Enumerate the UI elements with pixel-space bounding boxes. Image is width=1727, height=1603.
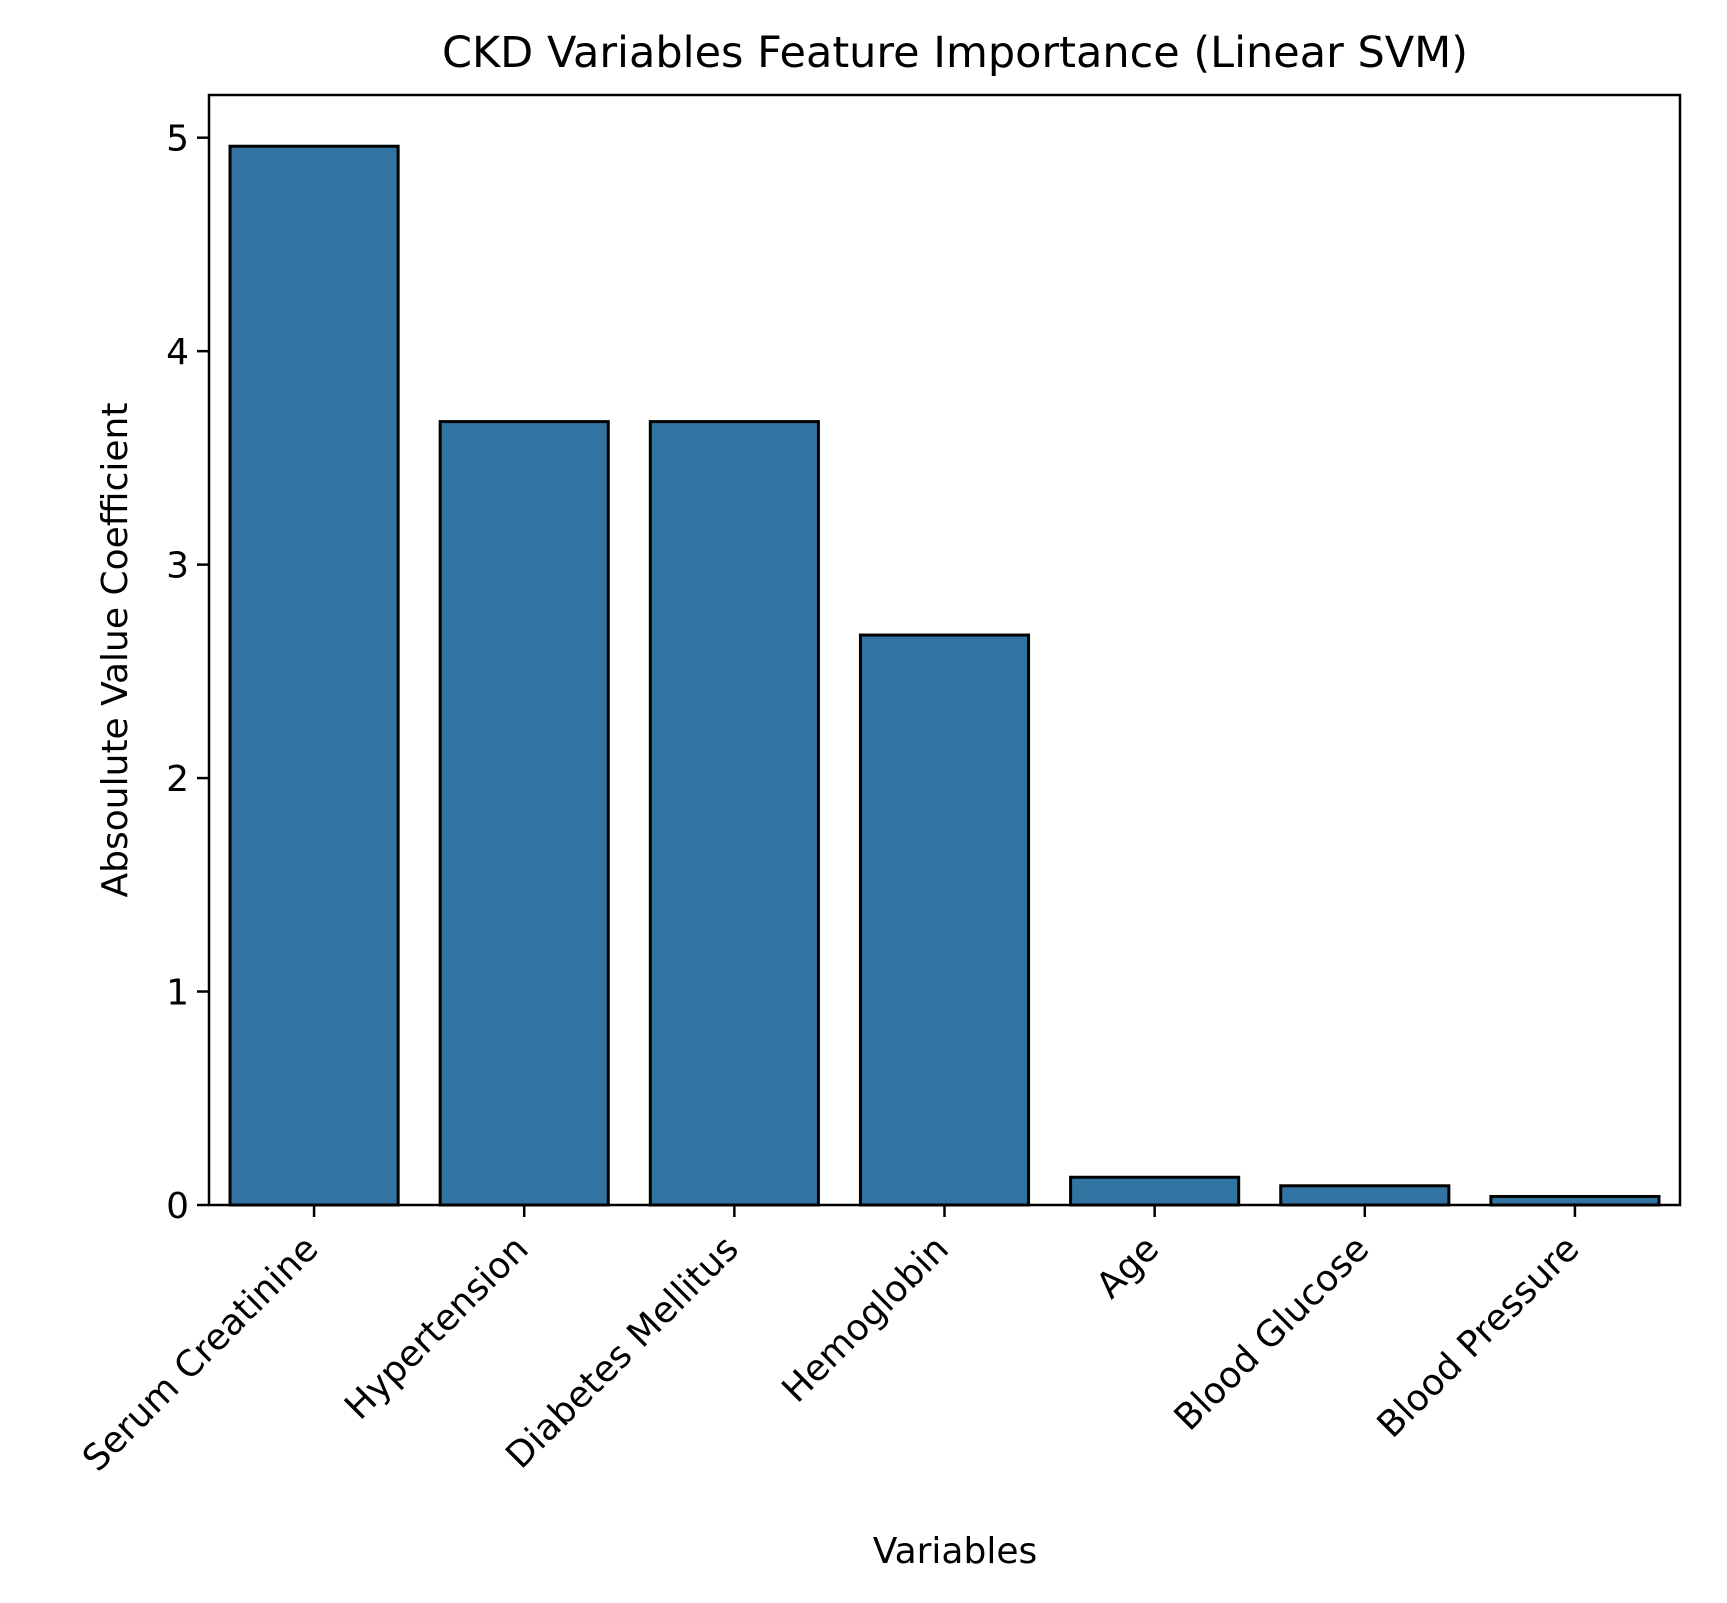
x-tick-label: Blood Glucose — [1167, 1228, 1377, 1438]
y-tick-label: 4 — [166, 332, 189, 373]
bar-blood-pressure — [1489, 1194, 1661, 1207]
x-tick-label: Hemoglobin — [775, 1228, 957, 1410]
y-tick-label: 1 — [166, 973, 189, 1014]
bar-age — [1069, 1175, 1241, 1207]
y-tick-label: 5 — [166, 119, 189, 160]
bar-hypertension — [438, 420, 610, 1207]
x-tick-label: Serum Creatinine — [75, 1228, 326, 1479]
bar-blood-glucose — [1279, 1184, 1451, 1207]
x-tick-label: Diabetes Mellitus — [498, 1228, 746, 1476]
bar-hemoglobin — [858, 633, 1031, 1207]
x-tick-label: Blood Pressure — [1370, 1228, 1588, 1446]
y-tick-label: 2 — [166, 759, 189, 800]
y-axis-label: Absoulute Value Coefficient — [95, 403, 136, 898]
bars-layer — [228, 144, 1661, 1207]
x-tick-label: Hypertension — [337, 1228, 536, 1427]
x-tick-label: Age — [1089, 1228, 1167, 1306]
chart-title: CKD Variables Feature Importance (Linear… — [442, 28, 1468, 78]
y-tick-label: 0 — [166, 1186, 189, 1227]
bar-diabetes-mellitus — [648, 420, 820, 1207]
y-tick-label: 3 — [166, 546, 189, 587]
x-axis-label: Variables — [873, 1531, 1038, 1572]
y-axis: 0 1 2 3 4 5 — [166, 119, 209, 1227]
bar-serum-creatinine — [228, 144, 400, 1207]
